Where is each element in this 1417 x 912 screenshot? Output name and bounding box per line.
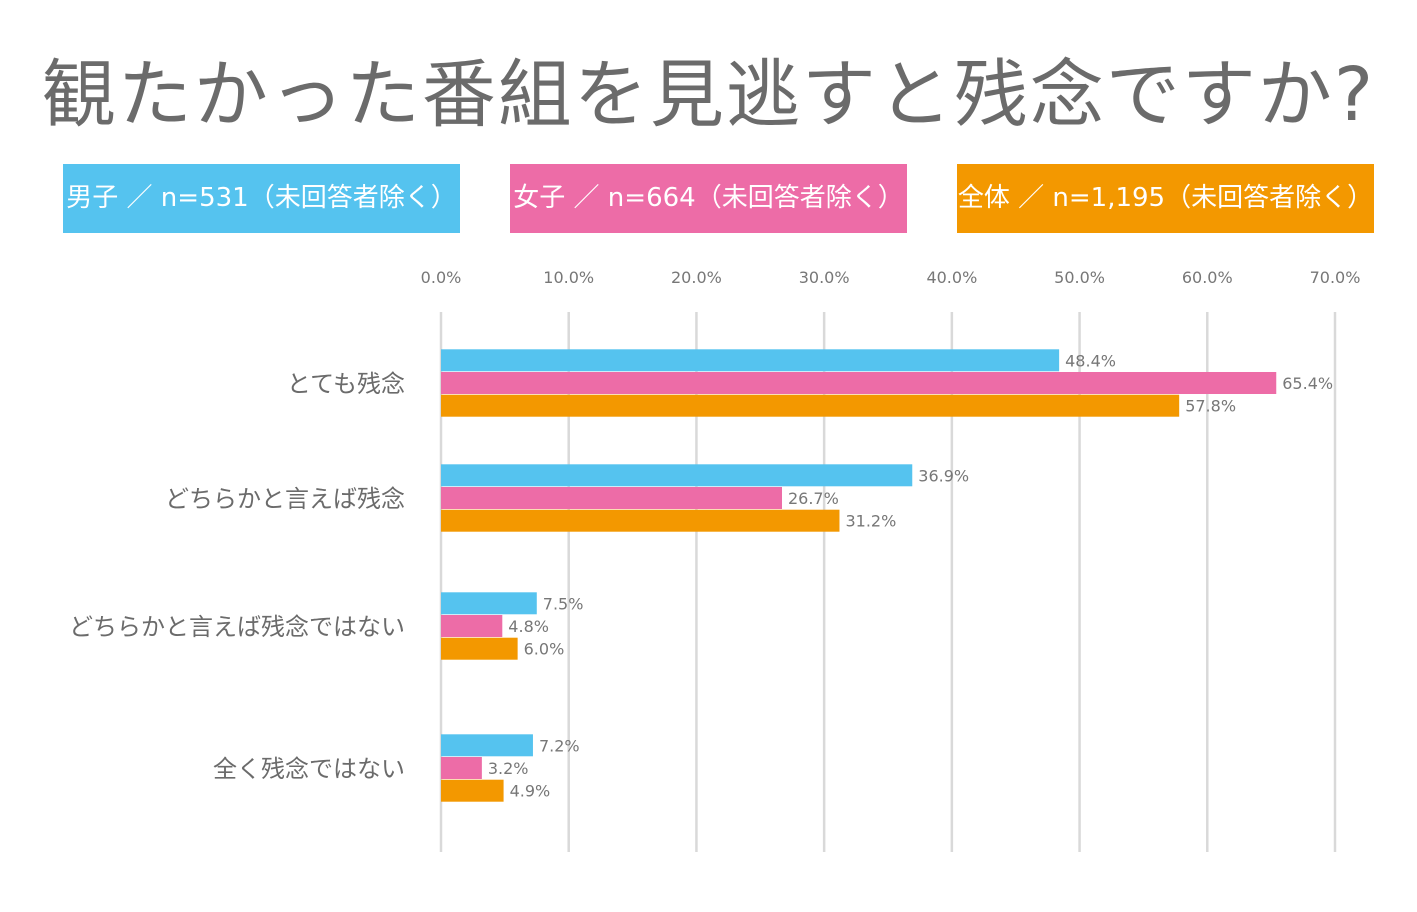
data-label: 4.8% — [508, 617, 549, 636]
bar — [441, 637, 518, 660]
data-label: 6.0% — [524, 640, 565, 659]
data-label: 3.2% — [488, 759, 529, 778]
category-label: どちらかと言えば残念ではない — [69, 613, 405, 641]
x-tick-label: 40.0% — [926, 268, 977, 287]
x-tick-label: 10.0% — [543, 268, 594, 287]
legend-total: 全体 ／ n=1,195（未回答者除く） — [957, 164, 1374, 233]
data-label: 65.4% — [1282, 374, 1333, 393]
data-label: 36.9% — [918, 466, 969, 485]
category-label: とても残念 — [287, 370, 405, 398]
data-label: 57.8% — [1185, 397, 1236, 416]
data-label: 4.9% — [510, 782, 551, 801]
data-label: 31.2% — [845, 512, 896, 531]
bar — [441, 615, 503, 637]
chart-title: 観たかった番組を見逃すと残念ですか? — [41, 52, 1376, 138]
bar — [441, 734, 533, 757]
data-label: 7.2% — [539, 736, 580, 755]
legend-total-label: 全体 ／ n=1,195（未回答者除く） — [957, 183, 1374, 213]
x-tick-label: 30.0% — [799, 268, 850, 287]
bar — [441, 509, 840, 532]
data-label: 26.7% — [788, 489, 839, 508]
bar — [441, 592, 537, 615]
bar — [441, 372, 1277, 394]
bar — [441, 464, 913, 487]
bar — [441, 757, 482, 779]
x-tick-label: 70.0% — [1310, 268, 1361, 287]
bar — [441, 349, 1060, 372]
legend-female-label: 女子 ／ n=664（未回答者除く） — [513, 183, 904, 213]
legend-female: 女子 ／ n=664（未回答者除く） — [510, 164, 907, 233]
bar — [441, 394, 1180, 417]
category-label: どちらかと言えば残念 — [165, 485, 405, 513]
bar — [441, 487, 782, 509]
data-label: 7.5% — [543, 594, 584, 613]
x-tick-label: 20.0% — [671, 268, 722, 287]
data-label: 48.4% — [1065, 351, 1116, 370]
legend-male: 男子 ／ n=531（未回答者除く） — [63, 164, 460, 233]
x-tick-label: 50.0% — [1054, 268, 1105, 287]
x-tick-label: 0.0% — [421, 268, 462, 287]
legend-male-label: 男子 ／ n=531（未回答者除く） — [66, 183, 457, 213]
bar — [441, 779, 504, 802]
x-tick-label: 60.0% — [1182, 268, 1233, 287]
category-label: 全く残念ではない — [213, 755, 405, 783]
